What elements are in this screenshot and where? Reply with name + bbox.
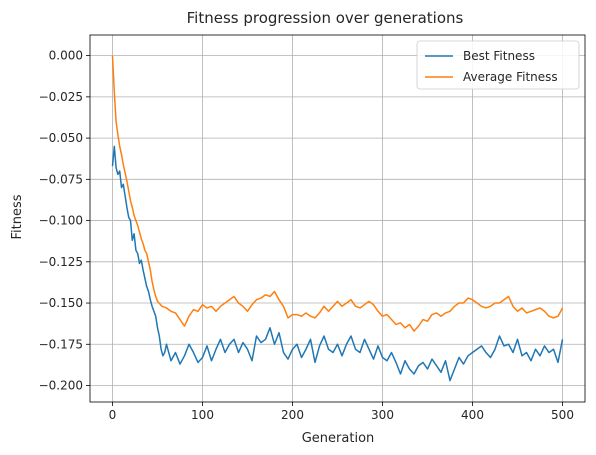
x-tick-label: 400 (461, 408, 484, 422)
y-tick-label: −0.125 (39, 255, 83, 269)
plot-frame (89, 34, 586, 403)
series-line-0 (111, 145, 564, 382)
y-axis-title: Fitness (10, 194, 25, 239)
y-tick-label: −0.025 (39, 90, 83, 104)
legend-label: Average Fitness (463, 70, 558, 84)
x-tick-label: 500 (551, 408, 574, 422)
x-tick-label: 200 (281, 408, 304, 422)
y-axis: 0.000 −0.025 −0.050 −0.075 −0.100 −0.125 −0.15… (39, 49, 90, 393)
legend-box (416, 40, 580, 90)
x-axis-title: Generation (302, 431, 375, 446)
series-line-1 (111, 55, 564, 332)
y-tick-label: −0.200 (39, 379, 83, 393)
y-tick-label: −0.075 (39, 172, 83, 186)
x-tick-label: 300 (371, 408, 394, 422)
legend-label: Best Fitness (463, 49, 535, 63)
y-tick-label: 0.000 (49, 49, 83, 63)
x-axis: 0 100 200 300 400 500 (109, 402, 574, 422)
y-tick-label: −0.100 (39, 214, 83, 228)
series-area (111, 55, 564, 382)
y-tick-label: −0.050 (39, 131, 83, 145)
y-tick-label: −0.175 (39, 337, 83, 351)
x-tick-label: 0 (109, 408, 117, 422)
x-tick-label: 100 (191, 408, 214, 422)
y-tick-label: −0.150 (39, 296, 83, 310)
legend: Best Fitness Average Fitness (416, 40, 580, 90)
chart-title: Fitness progression over generations (187, 9, 464, 27)
